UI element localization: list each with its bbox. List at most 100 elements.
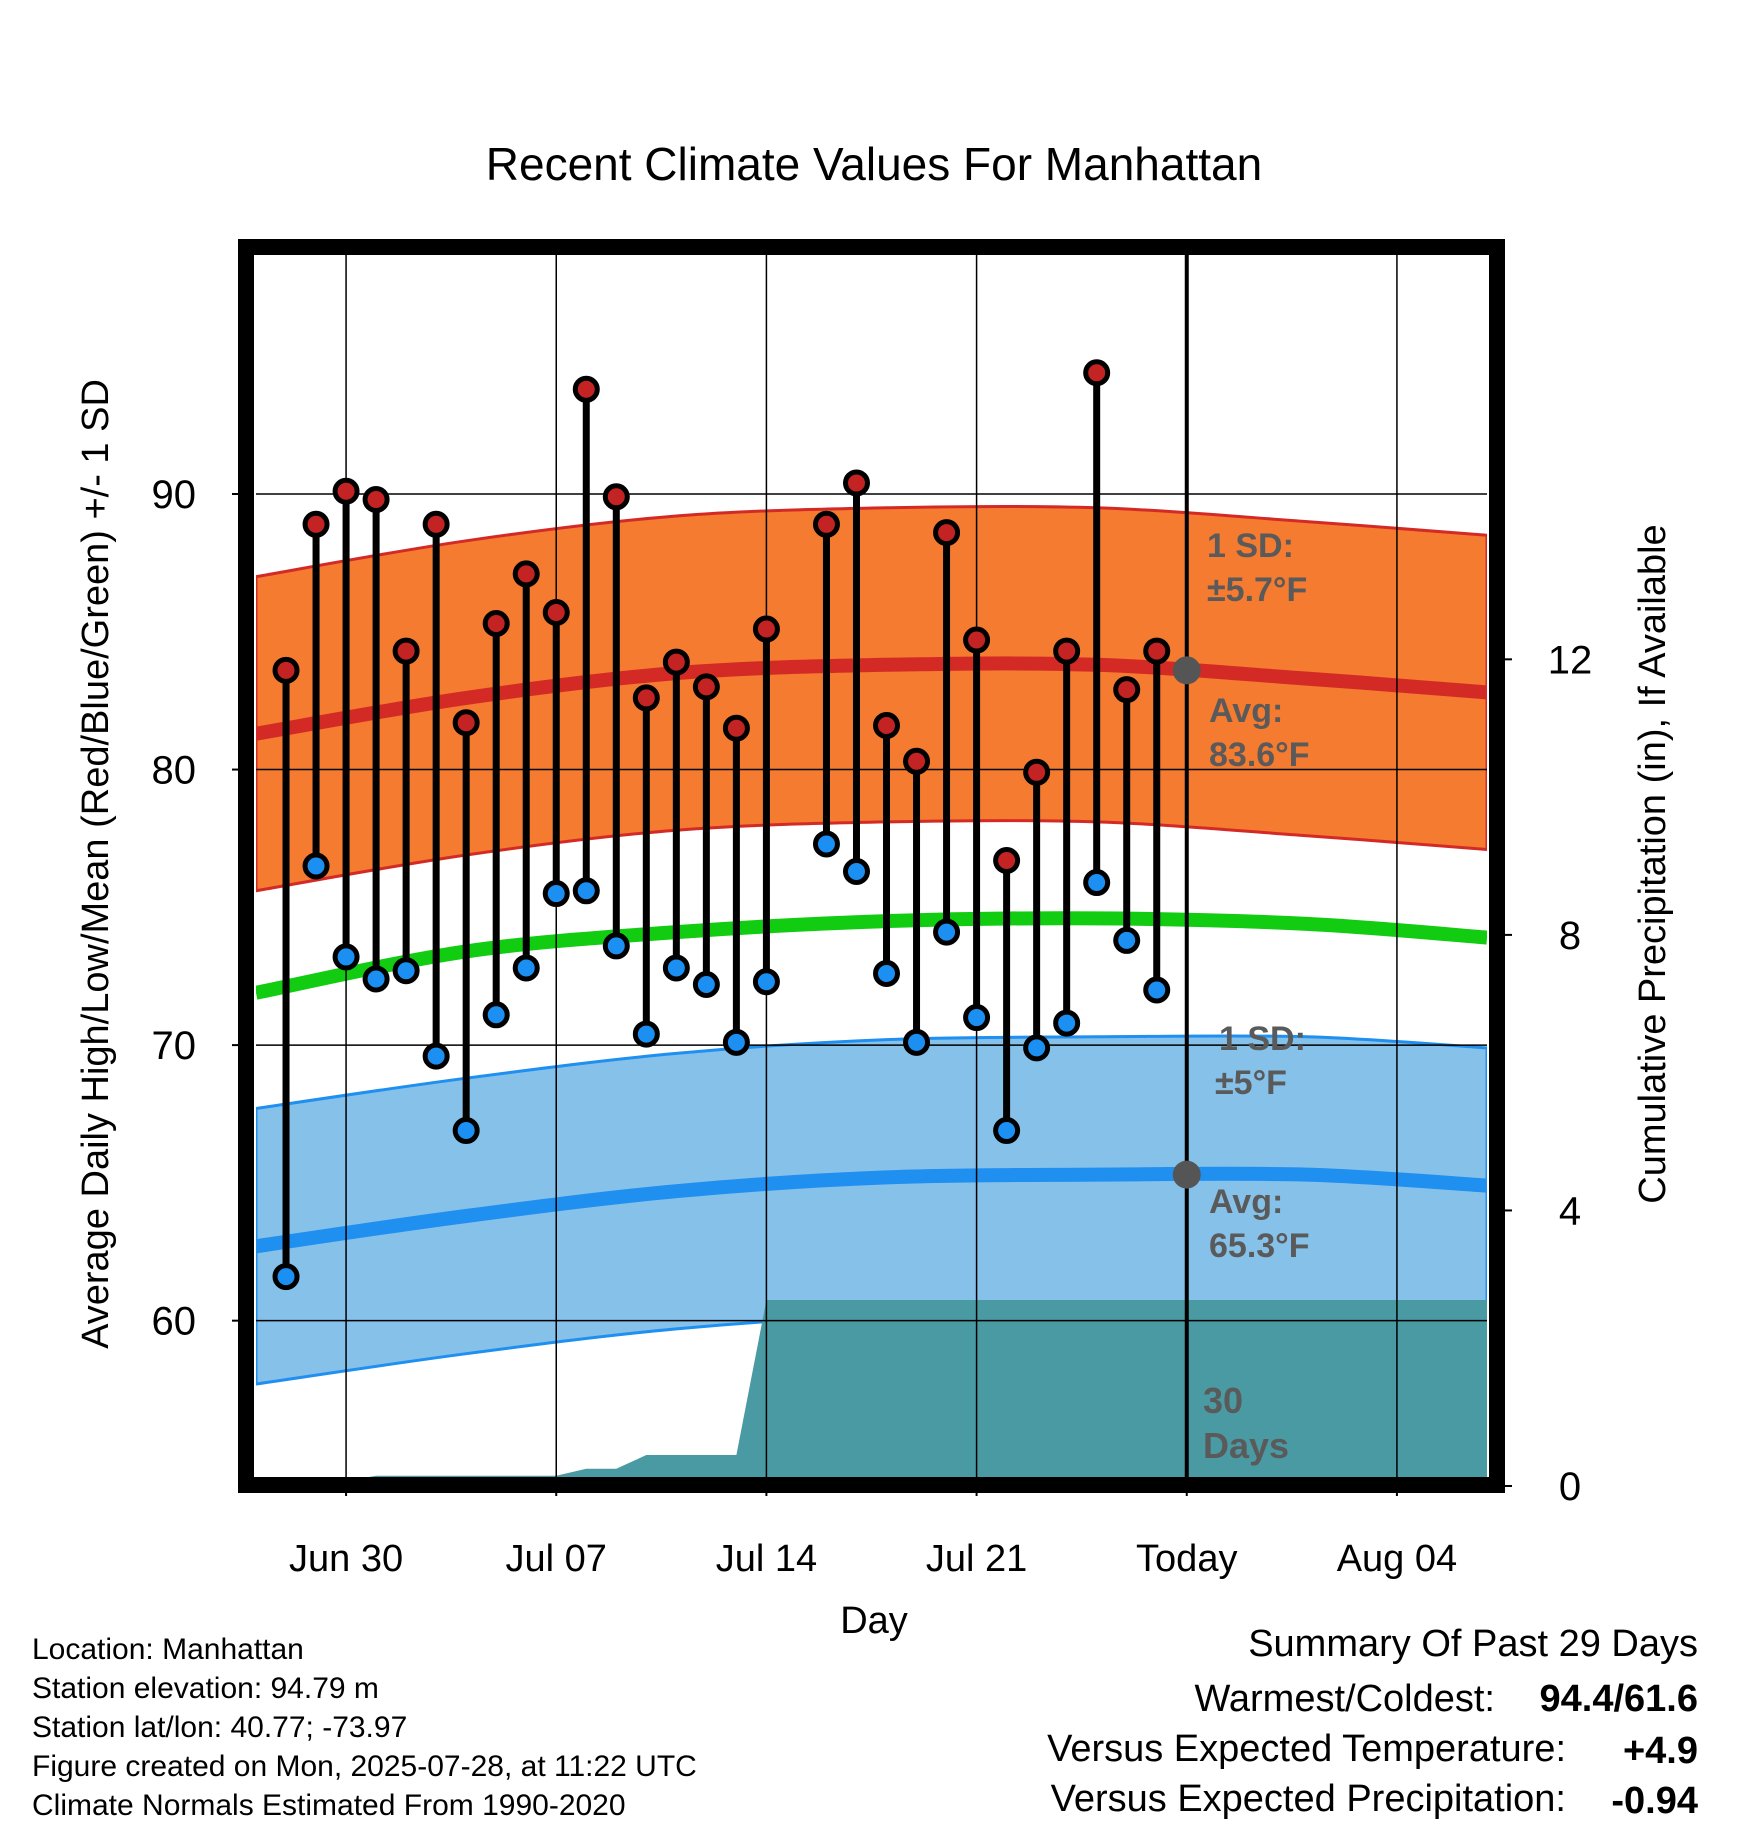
daily-high-point: [722, 714, 750, 742]
summary-warmest-coldest-value: 94.4/61.6: [1540, 1678, 1698, 1720]
daily-low-point: [903, 1028, 931, 1056]
daily-high-point: [602, 483, 630, 511]
daily-high-point: [392, 637, 420, 665]
y-left-tick-label: 90: [152, 473, 197, 517]
info-elevation: Station elevation: 94.79 m: [32, 1672, 379, 1705]
daily-high-point: [812, 510, 840, 538]
y-axis-label-left: Average Daily High/Low/Mean (Red/Blue/Gr…: [75, 379, 117, 1349]
daily-high-point: [632, 684, 660, 712]
daily-low-point: [662, 954, 690, 982]
chart-title: Recent Climate Values For Manhattan: [486, 138, 1262, 190]
daily-low-point: [602, 932, 630, 960]
daily-high-point: [512, 560, 540, 588]
high-sd-label: 1 SD:: [1207, 527, 1294, 565]
daily-low-point: [542, 880, 570, 908]
daily-high-point: [1023, 758, 1051, 786]
daily-low-point: [1143, 976, 1171, 1004]
low-avg-value: 65.3°F: [1209, 1227, 1310, 1265]
low-sd-value: ±5°F: [1215, 1064, 1287, 1102]
daily-high-point: [692, 673, 720, 701]
station-info: Location: Manhattan Station elevation: 9…: [32, 1633, 697, 1822]
daily-high-point: [993, 846, 1021, 874]
y-left-tick-label: 60: [152, 1300, 197, 1344]
daily-high-point: [873, 711, 901, 739]
daily-low-point: [1023, 1034, 1051, 1062]
axis-ticks: 60 70 80 90 0 4 8 12 Jun 30 Jul 07 Jul 14 Jul 21 Tod…: [152, 355, 1593, 1580]
daily-low-point: [722, 1028, 750, 1056]
plot-area: 1 SD: ±5.7°F Avg: 83.6°F 1 SD: ±5°F Avg: 65.3°F…: [152, 239, 1593, 1580]
summary-panel: Summary Of Past 29 Days Warmest/Coldest:…: [1047, 1623, 1698, 1822]
x-tick-label: Jul 21: [926, 1538, 1027, 1580]
normal-low-line: [256, 1166, 1487, 1254]
daily-low-point: [1113, 926, 1141, 954]
daily-low-point: [632, 1020, 660, 1048]
daily-low-point: [812, 830, 840, 858]
y-right-tick-label: 4: [1559, 1189, 1581, 1233]
info-location: Location: Manhattan: [32, 1633, 304, 1666]
daily-low-point: [873, 959, 901, 987]
today-low-normal-marker: [1172, 1160, 1201, 1189]
y-left-tick-label: 80: [152, 749, 197, 793]
daily-high-point: [903, 747, 931, 775]
y-axis-label-right: Cumulative Precipitation (in), If Availa…: [1632, 524, 1674, 1203]
today-high-normal-marker: [1172, 656, 1201, 685]
low-avg-label: Avg:: [1209, 1183, 1283, 1221]
x-tick-label: Today: [1136, 1538, 1237, 1580]
y-left-tick-label: 70: [152, 1024, 197, 1068]
daily-high-point: [572, 375, 600, 403]
daily-low-point: [933, 918, 961, 946]
normal-high-line: [256, 656, 1487, 741]
normal-mean-line: [256, 911, 1487, 1000]
daily-high-point: [662, 648, 690, 676]
low-sd-label: 1 SD:: [1219, 1020, 1306, 1058]
daily-high-point: [963, 626, 991, 654]
annotations: 1 SD: ±5.7°F Avg: 83.6°F 1 SD: ±5°F Avg: 65.3°F…: [1203, 527, 1310, 1466]
daily-low-point: [362, 965, 390, 993]
high-avg-label: Avg:: [1209, 692, 1283, 730]
daily-high-point: [842, 469, 870, 497]
daily-high-point: [302, 510, 330, 538]
info-latlon: Station lat/lon: 40.77; -73.97: [32, 1711, 407, 1744]
daily-high-point: [332, 477, 360, 505]
x-tick-label: Jul 14: [716, 1538, 817, 1580]
daily-high-point: [933, 519, 961, 547]
daily-low-point: [1053, 1009, 1081, 1037]
x-tick-label: Jul 07: [506, 1538, 607, 1580]
period-unit: Days: [1203, 1425, 1289, 1466]
x-axis-label: Day: [840, 1600, 908, 1642]
daily-high-point: [362, 486, 390, 514]
high-avg-value: 83.6°F: [1209, 736, 1310, 774]
daily-high-point: [752, 615, 780, 643]
y-right-tick-label: 8: [1559, 914, 1581, 958]
daily-low-point: [392, 957, 420, 985]
daily-high-point: [1143, 637, 1171, 665]
daily-low-point: [452, 1117, 480, 1145]
daily-low-point: [993, 1117, 1021, 1145]
y-right-tick-label: 0: [1559, 1465, 1581, 1509]
summary-precip-value: -0.94: [1611, 1780, 1698, 1822]
period-number: 30: [1203, 1380, 1243, 1421]
low-sd-band: [256, 1034, 1487, 1386]
summary-temp-value: +4.9: [1623, 1730, 1698, 1772]
daily-low-point: [692, 970, 720, 998]
y-right-tick-label: 12: [1548, 638, 1593, 682]
daily-high-point: [1083, 359, 1111, 387]
daily-low-point: [512, 954, 540, 982]
daily-low-point: [842, 858, 870, 886]
summary-title: Summary Of Past 29 Days: [1248, 1623, 1698, 1665]
daily-low-point: [422, 1042, 450, 1070]
plot-frame: [238, 239, 1505, 1493]
plot-series: [256, 246, 1487, 1486]
summary-precip-label: Versus Expected Precipitation:: [1051, 1778, 1566, 1820]
info-created: Figure created on Mon, 2025-07-28, at 11…: [32, 1750, 697, 1783]
daily-low-point: [302, 852, 330, 880]
daily-high-point: [422, 510, 450, 538]
daily-high-point: [1053, 637, 1081, 665]
daily-low-point: [963, 1004, 991, 1032]
precip-area: [256, 1300, 1487, 1486]
high-sd-value: ±5.7°F: [1207, 571, 1307, 609]
daily-low-point: [332, 943, 360, 971]
daily-observations: [272, 359, 1171, 1291]
daily-low-point: [272, 1263, 300, 1291]
